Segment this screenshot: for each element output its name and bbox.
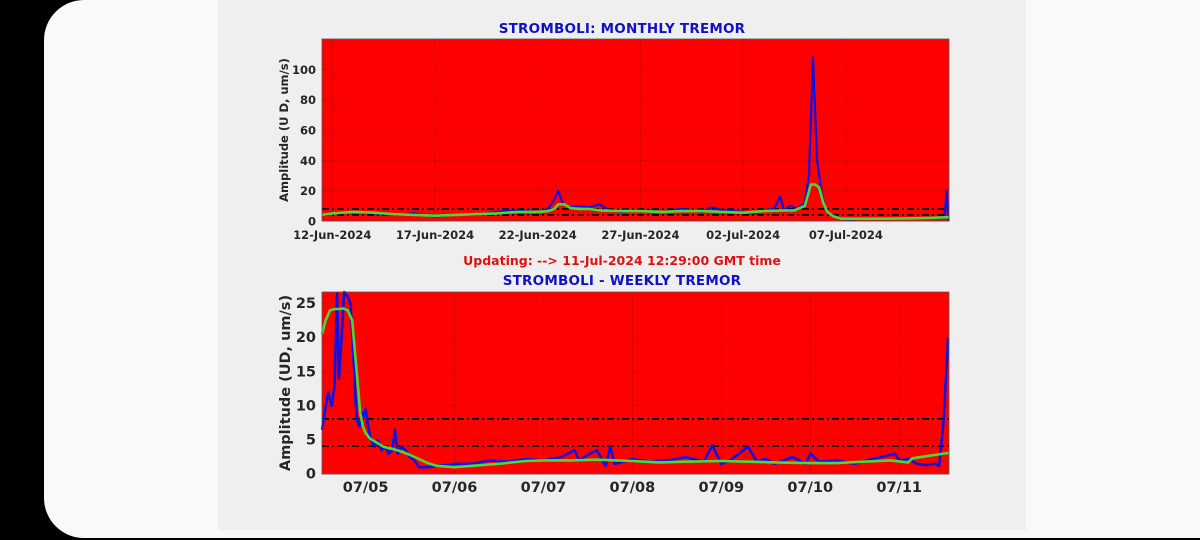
update-timestamp: Updating: --> 11-Jul-2024 12:29:00 GMT t… xyxy=(463,253,781,268)
x-tick-label: 02-Jul-2024 xyxy=(706,228,780,242)
monthly-chart-title: STROMBOLI: MONTHLY TREMOR xyxy=(498,21,746,37)
smoothed-amplitude-line xyxy=(321,183,949,220)
y-tick-label: 80 xyxy=(300,93,316,107)
weekly-chart-title: STROMBOLI - WEEKLY TREMOR xyxy=(502,273,742,289)
smoothed-amplitude-line xyxy=(320,307,950,469)
y-tick-label: 20 xyxy=(300,184,316,198)
y-axis-label: Amplitude (UD, um/s) xyxy=(278,295,294,471)
image-viewer-panel: STROMBOLI: MONTHLY TREMOR Updating: --> … xyxy=(218,0,1026,530)
x-tick-label: 07/11 xyxy=(876,480,922,496)
x-tick-label: 07/05 xyxy=(343,480,389,496)
x-tick-label: 27-Jun-2024 xyxy=(601,228,679,242)
y-tick-label: 20 xyxy=(296,330,316,346)
y-tick-label: 40 xyxy=(300,154,316,168)
y-tick-label: 100 xyxy=(292,63,316,77)
x-tick-label: 07/09 xyxy=(698,480,744,496)
y-tick-label: 0 xyxy=(308,215,316,229)
y-tick-label: 0 xyxy=(306,467,316,483)
x-tick-label: 07/08 xyxy=(610,480,656,496)
y-tick-label: 15 xyxy=(296,364,316,380)
y-tick-label: 60 xyxy=(300,124,316,138)
plot-area xyxy=(322,292,949,474)
x-tick-label: 17-Jun-2024 xyxy=(396,228,474,242)
x-tick-label: 07/06 xyxy=(432,480,478,496)
y-tick-label: 25 xyxy=(296,296,316,312)
x-tick-label: 22-Jun-2024 xyxy=(499,228,577,242)
x-tick-label: 12-Jun-2024 xyxy=(293,228,371,242)
y-tick-label: 10 xyxy=(296,398,316,414)
y-axis-label: Amplitude (U D, um/s) xyxy=(277,58,291,202)
weekly-tremor-chart: 0 5 10 15 20 25 07/05 07/06 07/07 07/08 07/09 07/10… xyxy=(278,290,950,496)
monthly-tremor-chart: 0 20 40 60 80 100 12-Jun-2024 17-Jun-2024 22-Jun… xyxy=(277,38,950,242)
y-tick-label: 5 xyxy=(306,432,316,448)
x-tick-label: 07/10 xyxy=(787,480,833,496)
x-tick-label: 07/07 xyxy=(521,480,567,496)
x-tick-label: 07-Jul-2024 xyxy=(809,228,883,242)
raw-amplitude-line xyxy=(320,290,950,469)
